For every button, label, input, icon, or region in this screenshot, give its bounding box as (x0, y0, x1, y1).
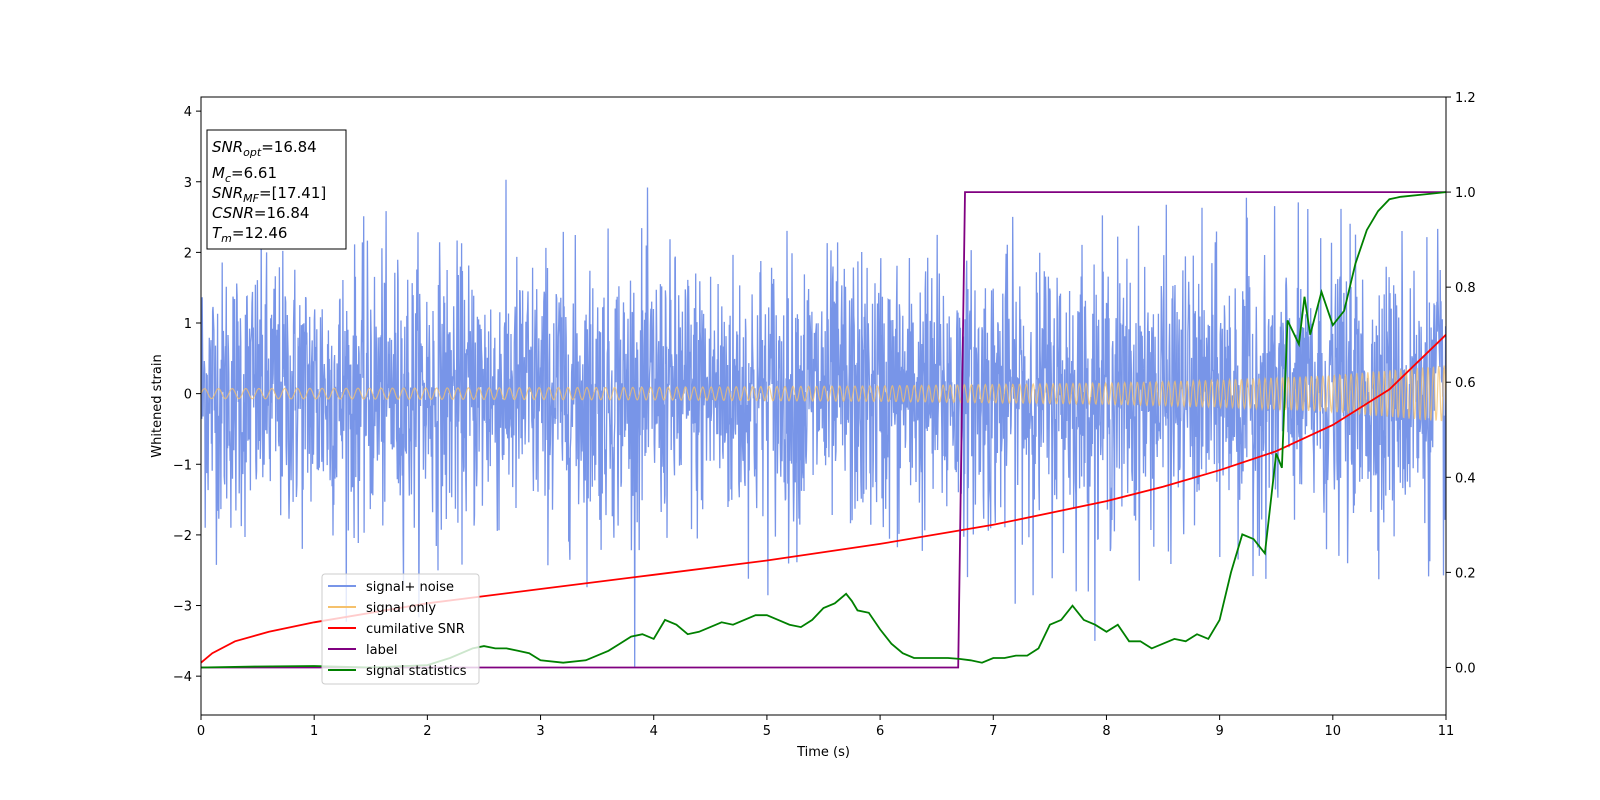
y-tick-label: −4 (173, 670, 192, 685)
series-cumilative-snr-line (201, 334, 1446, 664)
x-tick-label: 0 (197, 724, 205, 739)
x-tick-label: 10 (1325, 724, 1342, 739)
legend-label-signal-noise: signal+ noise (366, 580, 454, 595)
info-mc-text: Mc=6.61 (212, 164, 277, 185)
series-layer (201, 179, 1446, 669)
x-tick-label: 2 (423, 724, 431, 739)
y2-tick-label: 1.0 (1455, 186, 1476, 201)
legend[interactable]: signal+ noise signal only cumilative SNR la… (321, 573, 480, 685)
y-tick-label: −1 (173, 458, 192, 473)
info-tm-text: Tm=12.46 (212, 224, 287, 245)
series-label-line (201, 191, 1446, 669)
x-tick-label: 9 (1215, 724, 1223, 739)
y-tick-label: −2 (173, 529, 192, 544)
y-tick-label: 4 (184, 105, 192, 120)
y2-tick-label: 1.2 (1455, 91, 1476, 106)
x-tick-label: 8 (1102, 724, 1110, 739)
y2-tick-label: 0.8 (1455, 281, 1476, 296)
x-tick-label: 5 (763, 724, 771, 739)
x-tick-label: 7 (989, 724, 997, 739)
info-snr-mf-text: SNRMF=[17.41] (212, 184, 326, 205)
series-signal-statistics-line (201, 191, 1446, 669)
x-tick-label: 6 (876, 724, 884, 739)
series-signal-only-line (201, 365, 1446, 422)
y2-tick-label: 0.0 (1455, 661, 1476, 676)
plot-area (201, 179, 1446, 669)
x-axis-label: Time (s) (796, 745, 850, 760)
y2-tick-label: 0.4 (1455, 471, 1476, 486)
legend-label-signal-statistics: signal statistics (366, 664, 467, 679)
legend-label-signal-only: signal only (366, 601, 436, 616)
x-tick-label: 1 (310, 724, 318, 739)
legend-frame (321, 573, 480, 685)
info-snr-opt-text: SNRopt=16.84 (212, 138, 317, 159)
x-tick-label: 4 (650, 724, 658, 739)
info-box-frame (206, 129, 347, 250)
legend-label-cumilative-snr: cumilative SNR (366, 622, 465, 637)
y-tick-label: 0 (184, 388, 192, 403)
x-tick-label: 3 (536, 724, 544, 739)
y-tick-label: 3 (184, 176, 192, 191)
legend-label-label: label (366, 643, 397, 658)
plot-frame (200, 96, 1447, 716)
axes-layer: 0 1 2 3 4 5 6 7 8 9 10 11 −4 −3 −2 −1 0 1 2 3 4 0.0 0.2 0.4 0.6 0… (173, 91, 1476, 739)
series-signal-noise-line (201, 179, 1446, 667)
y-axis-label: Whitened strain (150, 354, 165, 457)
x-tick-label: 11 (1438, 724, 1455, 739)
y2-tick-label: 0.6 (1455, 376, 1476, 391)
y2-tick-label: 0.2 (1455, 566, 1476, 581)
y-tick-label: 1 (184, 317, 192, 332)
y-tick-label: 2 (184, 246, 192, 261)
info-csnr-text: CSNR=16.84 (212, 204, 309, 222)
info-box: SNRopt=16.84 Mc=6.61SNRMF=[17.41]CSNR=16.… (206, 129, 347, 250)
y-tick-label: −3 (173, 600, 192, 615)
